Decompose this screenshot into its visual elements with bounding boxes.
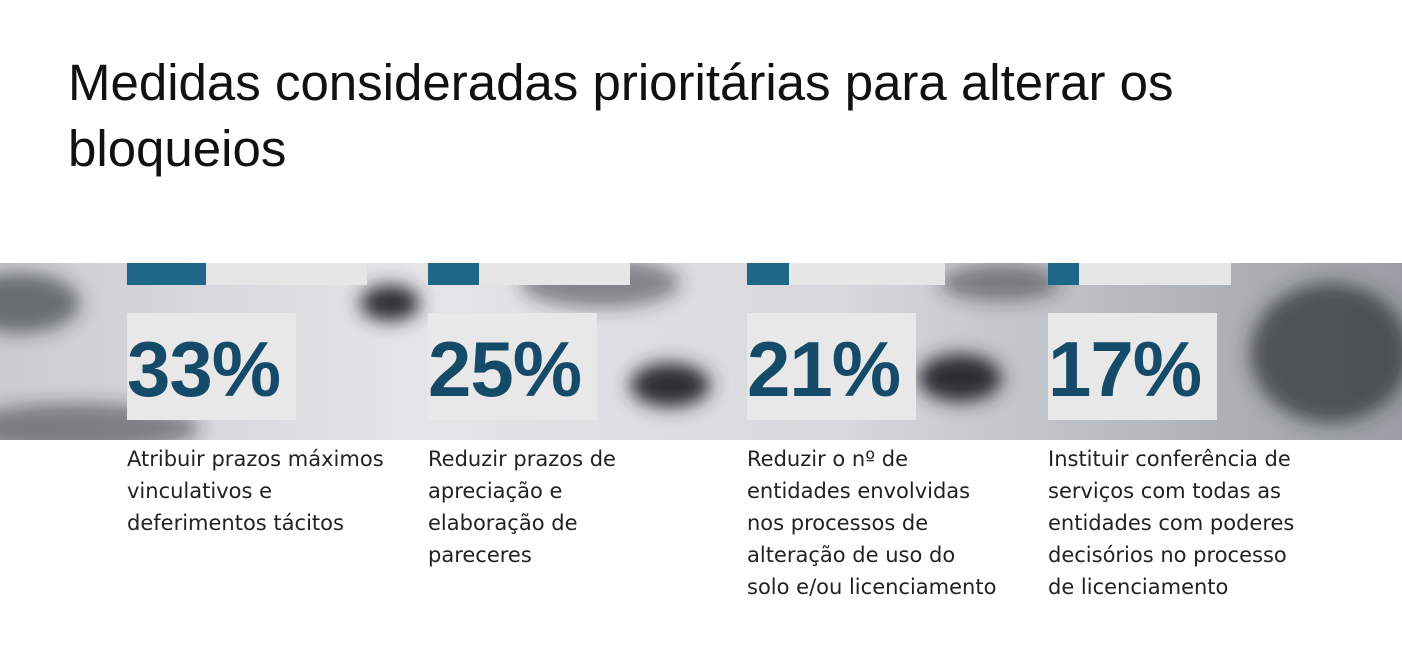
bar-fill bbox=[127, 263, 207, 285]
bar-track bbox=[428, 263, 630, 285]
stat-value: 33% bbox=[127, 313, 296, 420]
stat-value: 25% bbox=[428, 313, 597, 420]
stat-value: 17% bbox=[1048, 313, 1217, 420]
bar-fill bbox=[428, 263, 479, 285]
stat-description: Instituir conferência de serviços com to… bbox=[1048, 447, 1295, 599]
bar-track bbox=[747, 263, 945, 285]
stat-value: 21% bbox=[747, 313, 916, 420]
bar-fill bbox=[1048, 263, 1080, 285]
stat-description: Reduzir prazos de apreciação e elaboraçã… bbox=[428, 447, 616, 567]
bar-track bbox=[1048, 263, 1231, 285]
stat-description: Atribuir prazos máximos vinculativos e d… bbox=[127, 447, 384, 535]
bar-fill bbox=[747, 263, 789, 285]
slide-title: Medidas consideradas prioritárias para a… bbox=[68, 54, 1174, 177]
stat-description: Reduzir o nº de entidades envolvidas nos… bbox=[747, 447, 997, 599]
